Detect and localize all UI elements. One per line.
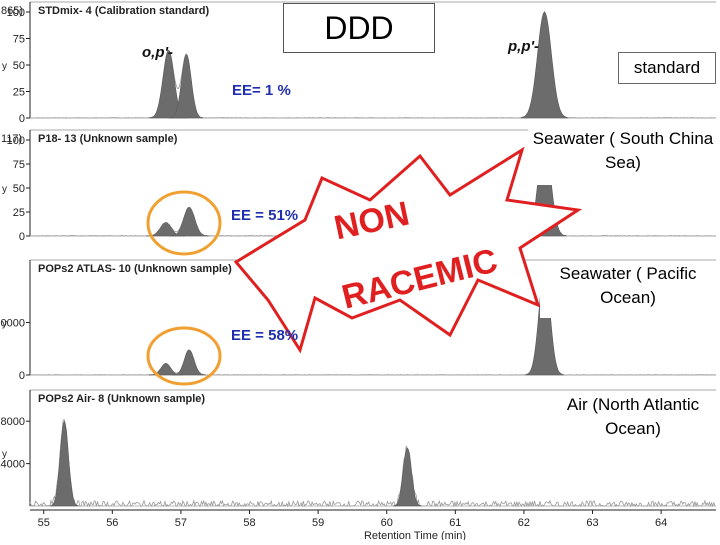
x-tick-label: 55 — [38, 517, 50, 529]
x-tick-label: 60 — [381, 517, 393, 529]
y-tick-label: 0 — [19, 113, 25, 125]
pp-isomer-label: p,p'- — [508, 38, 540, 55]
south-china-sea-caption: Seawater ( South China Sea) — [528, 127, 718, 185]
panel-corner-label: 865) — [1, 5, 23, 17]
y-axis-letter: y — [2, 61, 7, 72]
panel-corner-label: 117) — [1, 133, 22, 145]
pacific-ocean-caption: Seawater ( Pacific Ocean) — [540, 262, 716, 318]
op-isomer-label: o,p'- — [142, 44, 174, 61]
ddd-title-box: DDD — [283, 3, 435, 53]
peak — [172, 349, 207, 376]
panel-1: STDmix- 4 (Calibration standard) 865)100 7… — [1, 1, 716, 125]
panel-title: P18- 13 (Unknown sample) — [38, 133, 178, 145]
ee-pacific-ocean-label: EE = 58% — [231, 327, 299, 344]
peak — [169, 53, 204, 119]
peak — [169, 206, 209, 237]
x-tick-label: 59 — [312, 517, 324, 529]
y-tick-label: 25 — [13, 207, 25, 219]
chromatogram-trace — [29, 269, 717, 376]
ddd-title: DDD — [324, 10, 394, 46]
ee-south-china-sea-label: EE = 51% — [231, 207, 299, 224]
highlight-circles — [146, 190, 222, 386]
x-tick-label: 63 — [586, 517, 598, 529]
south-china-sea-caption-text: Seawater ( South China Sea) — [532, 129, 714, 172]
x-tick-label: 57 — [175, 517, 187, 529]
panel-title: POPs2 Air- 8 (Unknown sample) — [38, 393, 205, 405]
chromatogram-trace — [29, 10, 716, 119]
y-tick-label: 50 — [13, 183, 25, 195]
north-atlantic-caption: Air (North Atlantic Ocean) — [552, 393, 714, 445]
pacific-ocean-caption-text: Seawater ( Pacific Ocean) — [559, 264, 697, 307]
chromatogram-trace — [29, 419, 717, 508]
y-tick-label: 4000 — [1, 459, 25, 471]
peak — [49, 420, 79, 507]
x-tick-label: 61 — [449, 517, 461, 529]
ee-standard-label: EE= 1 % — [232, 82, 291, 99]
x-tick-label: 56 — [106, 517, 118, 529]
y-tick-label: 0 — [19, 370, 25, 382]
y-tick-label: 75 — [13, 159, 25, 171]
y-tick-label: 100 — [7, 135, 25, 147]
panel-title: STDmix- 4 (Calibration standard) — [38, 5, 209, 17]
y-tick-label: 100 — [7, 7, 25, 19]
x-tick-label: 62 — [518, 517, 530, 529]
x-tick-label: 58 — [243, 517, 255, 529]
retention-time-axis: 55 56 57 58 59 60 61 62 63 64 Retention Time (min) — [30, 509, 716, 542]
panel-title: POPs2 ATLAS- 10 (Unknown sample) — [38, 263, 232, 275]
y-axis-letter: y — [2, 184, 7, 195]
peak — [520, 11, 569, 119]
y-tick-label: 8000 — [1, 416, 25, 428]
x-tick-label: 64 — [655, 517, 667, 529]
y-tick-label: 25 — [13, 87, 25, 99]
highlight-circle — [146, 326, 222, 386]
x-axis-title: Retention Time (min) — [364, 530, 466, 540]
north-atlantic-caption-text: Air (North Atlantic Ocean) — [566, 395, 700, 438]
y-axis-letter: y — [2, 449, 7, 460]
peak — [392, 447, 422, 507]
y-tick-label: 50 — [13, 60, 25, 72]
standard-caption: standard — [618, 52, 716, 84]
highlight-circle — [146, 190, 222, 256]
y-tick-label: 75 — [13, 34, 25, 46]
burst-shape — [233, 146, 583, 354]
standard-caption-text: standard — [633, 58, 701, 77]
y-tick-label: 0 — [19, 231, 25, 243]
y-tick-label: 0000 — [1, 318, 25, 330]
y-axis-letter: y — [2, 319, 7, 330]
